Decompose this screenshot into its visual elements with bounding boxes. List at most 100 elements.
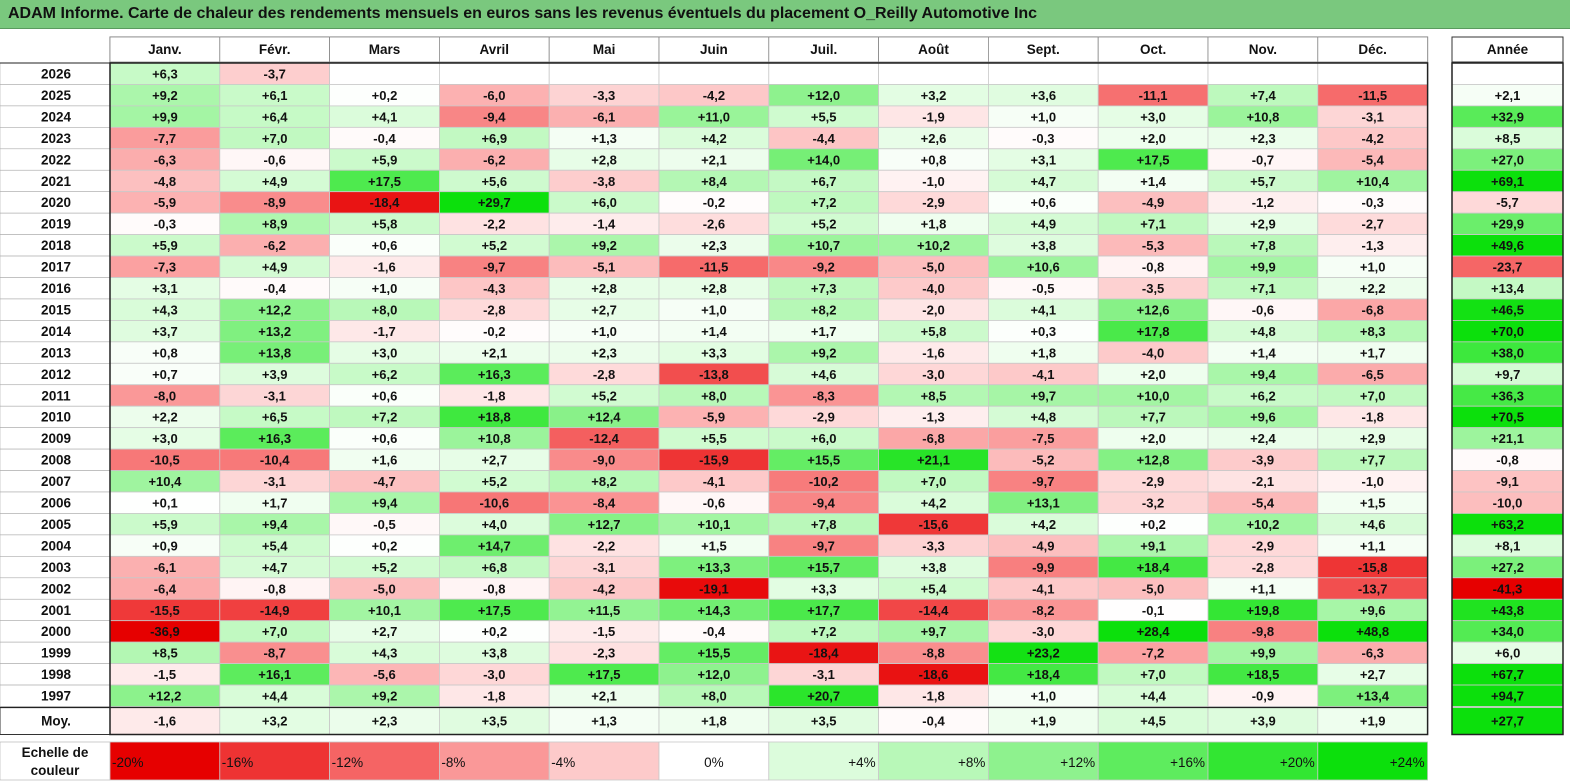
cell-value: +7,3 — [811, 281, 837, 296]
color-scale-swatch — [878, 741, 989, 781]
cell-value: +14,7 — [478, 538, 511, 553]
cell-value: +12,7 — [588, 517, 621, 532]
cell-value: -2,8 — [1252, 560, 1274, 575]
month-header-cell — [658, 36, 770, 63]
cell-value: -0,9 — [1252, 689, 1274, 704]
annual-value: +63,2 — [1491, 517, 1524, 532]
heatmap-cell — [548, 62, 660, 85]
cell-value: +9,2 — [811, 345, 837, 360]
year-label: 2010 — [41, 410, 71, 425]
cell-value: +1,8 — [1030, 345, 1056, 360]
cell-value: -3,3 — [922, 538, 944, 553]
cell-value: -1,2 — [1252, 195, 1274, 210]
average-value: +3,2 — [262, 714, 288, 729]
cell-value: +3,8 — [481, 646, 507, 661]
cell-value: -6,8 — [922, 431, 944, 446]
color-scale-label: +24% — [1390, 755, 1425, 770]
cell-value: -0,1 — [1142, 603, 1164, 618]
cell-value: +4,2 — [701, 131, 727, 146]
cell-value: -0,8 — [1142, 260, 1164, 275]
color-scale-label: +16% — [1170, 755, 1205, 770]
cell-value: +3,8 — [1030, 238, 1056, 253]
color-scale-swatch — [1317, 741, 1429, 781]
cell-value: -15,8 — [1358, 560, 1388, 575]
annual-value: -0,8 — [1496, 453, 1518, 468]
color-scale-label-line1: Echelle de — [22, 745, 89, 760]
cell-value: -3,7 — [263, 67, 285, 82]
cell-value: -5,1 — [593, 260, 615, 275]
color-scale-label-line2: couleur — [31, 763, 81, 778]
cell-value: +12,8 — [1137, 453, 1170, 468]
cell-value: -7,2 — [1142, 646, 1164, 661]
cell-value: -3,1 — [812, 667, 834, 682]
average-cell — [768, 707, 879, 735]
annual-value: +94,7 — [1491, 689, 1524, 704]
cell-value: -9,7 — [812, 538, 834, 553]
year-label: 2020 — [41, 195, 71, 210]
cell-value: +1,1 — [1250, 581, 1276, 596]
cell-value: -1,5 — [593, 624, 615, 639]
average-value: -0,4 — [922, 714, 945, 729]
cell-value: +0,9 — [152, 538, 178, 553]
annual-value: +8,1 — [1495, 538, 1521, 553]
year-label: 2018 — [41, 238, 72, 253]
cell-value: -4,1 — [1032, 581, 1054, 596]
cell-value: +0,1 — [152, 496, 178, 511]
average-label: Moy. — [41, 714, 71, 729]
cell-value: +13,3 — [697, 560, 730, 575]
cell-value: +2,1 — [481, 345, 507, 360]
cell-value: -5,4 — [1252, 496, 1275, 511]
cell-value: +2,8 — [701, 281, 727, 296]
cell-value: -6,1 — [593, 109, 615, 124]
cell-value: -1,3 — [1361, 238, 1383, 253]
annual-value: +43,8 — [1491, 603, 1524, 618]
cell-value: +2,9 — [1250, 217, 1276, 232]
average-cell — [548, 707, 660, 735]
cell-value: +0,2 — [372, 88, 398, 103]
year-label: 2024 — [41, 109, 72, 124]
cell-value: -1,5 — [154, 667, 176, 682]
cell-value: -6,3 — [1361, 646, 1383, 661]
cell-value: +6,5 — [262, 410, 288, 425]
color-scale-swatch — [1097, 741, 1209, 781]
cell-value: -1,9 — [922, 109, 944, 124]
cell-value: +2,7 — [372, 624, 398, 639]
month-header-label: Mai — [593, 42, 616, 57]
cell-value: -18,4 — [809, 646, 839, 661]
cell-value: +2,1 — [701, 152, 727, 167]
cell-value: +2,1 — [591, 689, 617, 704]
color-scale-label: +8% — [958, 755, 985, 770]
cell-value: +6,2 — [372, 367, 398, 382]
cell-value: -2,9 — [922, 195, 944, 210]
cell-value: +4,6 — [811, 367, 837, 382]
year-column-header — [1451, 36, 1564, 63]
color-scale-label: -4% — [551, 755, 575, 770]
annual-value: +9,7 — [1495, 367, 1521, 382]
year-label: 2023 — [41, 131, 72, 146]
average-annual-cell — [1451, 707, 1564, 735]
cell-value: +8,9 — [262, 217, 288, 232]
year-column-header-label: Année — [1487, 42, 1529, 57]
cell-value: +6,4 — [262, 109, 288, 124]
cell-value: -6,3 — [154, 152, 176, 167]
cell-value: +3,6 — [1030, 88, 1056, 103]
cell-value: -3,9 — [1252, 453, 1274, 468]
average-value: -1,6 — [154, 714, 176, 729]
annual-value: +2,1 — [1495, 88, 1521, 103]
cell-value: +48,8 — [1356, 624, 1389, 639]
cell-value: +5,2 — [811, 217, 837, 232]
color-scale-swatch — [438, 741, 550, 781]
cell-value: +3,0 — [1140, 109, 1166, 124]
cell-value: +11,0 — [698, 109, 730, 124]
year-label: 2009 — [41, 431, 71, 446]
cell-value: +6,3 — [152, 67, 178, 82]
cell-value: +4,7 — [262, 560, 288, 575]
cell-value: +9,6 — [1360, 603, 1386, 618]
cell-value: -5,4 — [1361, 152, 1384, 167]
cell-value: -14,4 — [919, 603, 949, 618]
cell-value: -2,2 — [593, 538, 615, 553]
cell-value: +28,4 — [1137, 624, 1171, 639]
month-header-cell — [1317, 36, 1429, 63]
cell-value: +5,4 — [921, 581, 947, 596]
cell-value: -0,8 — [263, 581, 285, 596]
